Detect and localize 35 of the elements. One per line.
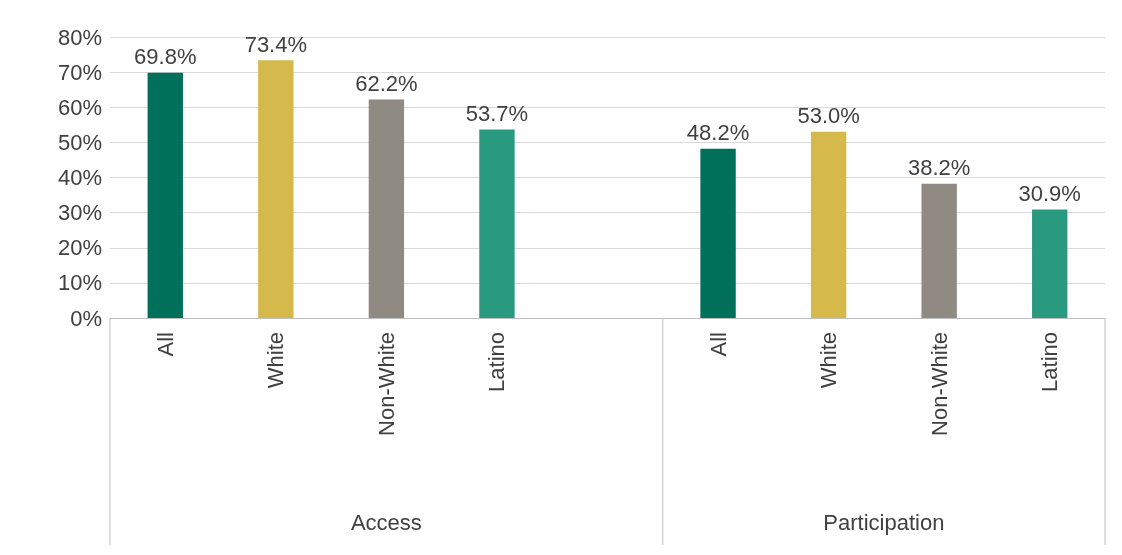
- data-label: 48.2%: [686, 120, 750, 146]
- y-tick-label: 0%: [70, 305, 102, 331]
- bar: [258, 60, 294, 318]
- bar: [1032, 209, 1068, 318]
- text: Access: [350, 509, 422, 535]
- data-label: 30.9%: [1018, 180, 1081, 206]
- x-tick-label: Latino: [484, 332, 510, 392]
- y-tick-label: 80%: [57, 24, 102, 50]
- x-tick-label: All: [152, 332, 178, 357]
- y-tick-label: 10%: [57, 270, 102, 296]
- data-label: 73.4%: [244, 31, 308, 57]
- bar: [810, 131, 847, 318]
- y-tick-label: 70%: [57, 59, 102, 85]
- y-tick-label: 50%: [57, 129, 102, 155]
- data-label: 62.2%: [355, 71, 418, 97]
- bar: [479, 129, 515, 318]
- data-label: 53.7%: [465, 100, 529, 126]
- data-label: 38.2%: [907, 155, 971, 181]
- data-label: 69.8%: [134, 44, 197, 70]
- x-tick-label: White: [816, 332, 842, 389]
- x-tick-label: Non-White: [926, 332, 952, 436]
- y-tick-label: 60%: [57, 94, 102, 120]
- bar: [921, 183, 957, 318]
- x-tick-label: Latino: [1037, 332, 1063, 392]
- bar: [700, 148, 736, 318]
- text: Participation: [823, 509, 945, 535]
- y-tick-label: 30%: [57, 200, 102, 226]
- x-tick-label: Non-White: [373, 332, 399, 436]
- y-tick-label: 20%: [57, 235, 102, 261]
- x-tick-label: All: [705, 332, 731, 357]
- bar: [368, 99, 405, 318]
- data-label: 53.0%: [797, 103, 860, 129]
- y-tick-label: 40%: [57, 165, 102, 190]
- x-tick-label: White: [263, 332, 289, 389]
- bar: [147, 72, 183, 318]
